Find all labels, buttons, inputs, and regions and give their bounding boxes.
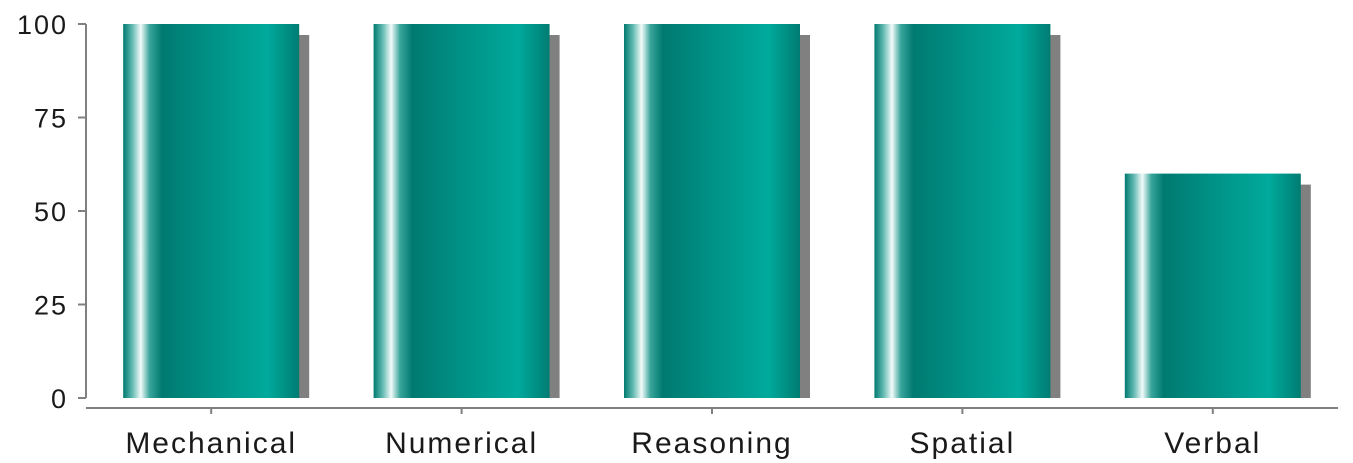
y-axis-ticks: 0 25 50 75 100: [17, 10, 86, 414]
y-tick-label: 0: [51, 384, 68, 414]
bar: [624, 24, 800, 398]
bar: [874, 24, 1051, 398]
x-tick-label: Mechanical: [125, 427, 297, 460]
x-tick-label: Verbal: [1164, 427, 1261, 460]
x-tick-label: Numerical: [385, 427, 538, 460]
bars: [123, 24, 1301, 398]
y-tick-label: 75: [34, 104, 68, 134]
bar: [1124, 173, 1301, 398]
bar: [123, 24, 300, 398]
y-tick-label: 25: [34, 291, 68, 321]
bar: [373, 24, 550, 398]
x-tick-label: Reasoning: [631, 427, 792, 460]
y-tick-label: 100: [17, 10, 68, 40]
y-tick-label: 50: [34, 197, 68, 227]
x-axis-ticks: Mechanical Numerical Reasoning Spatial Verba…: [125, 408, 1261, 460]
x-tick-label: Spatial: [910, 427, 1016, 460]
